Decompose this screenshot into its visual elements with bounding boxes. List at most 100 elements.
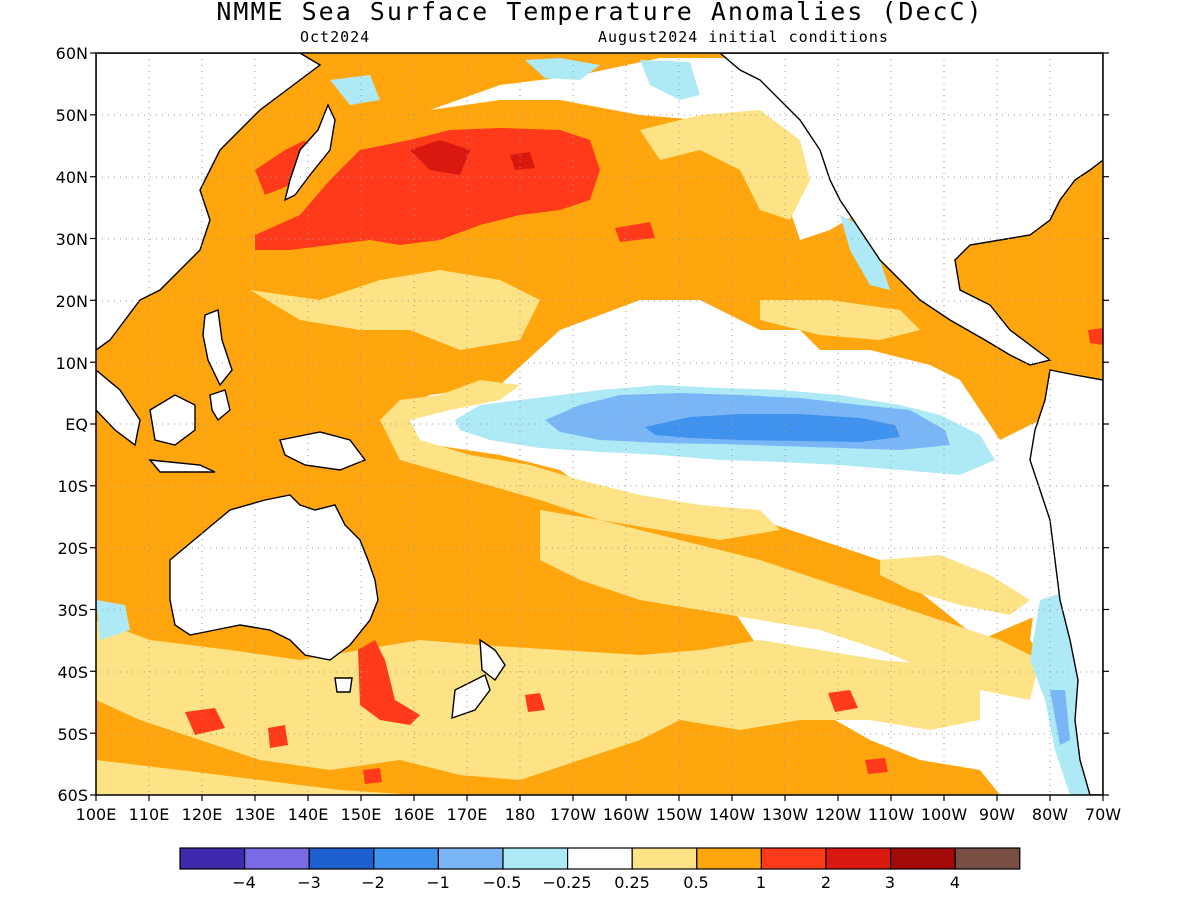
colorbar-swatch bbox=[179, 847, 246, 870]
strong-warm-caribbean bbox=[1088, 328, 1103, 345]
lon-label: 130E bbox=[235, 805, 276, 824]
cold-patch-chile-strong bbox=[1050, 690, 1070, 745]
lat-label: EQ bbox=[65, 415, 88, 434]
lon-label: 160W bbox=[603, 805, 650, 824]
colorbar-tick-label: 2 bbox=[821, 873, 831, 892]
colorbar-swatch bbox=[889, 847, 956, 870]
lat-label: 40N bbox=[56, 168, 88, 187]
lat-label: 50N bbox=[56, 106, 88, 125]
lat-label: 20N bbox=[56, 292, 88, 311]
anomaly-map bbox=[96, 53, 1103, 795]
borneo-island bbox=[149, 394, 196, 446]
weak-warm-patch-southeast-pacific bbox=[880, 555, 1030, 615]
lon-label: 70W bbox=[1085, 805, 1121, 824]
colorbar-swatch bbox=[566, 847, 633, 870]
colorbar-tick-label: −1 bbox=[426, 873, 450, 892]
map-grid bbox=[96, 53, 1103, 795]
weak-warm-band-southeast bbox=[540, 510, 1040, 700]
colorbar-swatch bbox=[696, 847, 762, 870]
lat-label: 10N bbox=[56, 354, 88, 373]
strong-warm-tasman bbox=[358, 640, 420, 725]
lon-label: 100W bbox=[921, 805, 968, 824]
cold-patch-japan bbox=[330, 75, 380, 105]
lat-label: 50S bbox=[57, 725, 88, 744]
initial-conditions-label: August2024 initial conditions bbox=[598, 28, 889, 46]
cold-patch-alaska bbox=[640, 60, 700, 100]
lat-label: 30S bbox=[57, 601, 88, 620]
tasmania-island bbox=[334, 677, 353, 693]
lon-label: 110W bbox=[868, 805, 915, 824]
colorbar-labels: −4 −3 −2 −1 −0.5 −0.25 0.25 0.5 1 2 3 4 bbox=[232, 873, 960, 892]
new-guinea-island bbox=[279, 431, 367, 471]
colorbar-tick-label: −4 bbox=[232, 873, 256, 892]
neutral-region-east-pacific bbox=[395, 300, 1103, 640]
colorbar-tick-label: −0.25 bbox=[542, 873, 591, 892]
colorbar-swatch bbox=[760, 847, 827, 870]
weak-warm-band-equator bbox=[380, 380, 780, 540]
new-zealand-north-island bbox=[479, 638, 506, 682]
cold-patch-southwest bbox=[96, 600, 130, 640]
philippines-island bbox=[202, 309, 233, 387]
colorbar-tick-label: 3 bbox=[885, 873, 895, 892]
latitude-labels: 60N 50N 40N 30N 20N 10N EQ 10S 20S 30S 4… bbox=[56, 44, 88, 805]
strong-warm-kuroshio-core bbox=[410, 140, 470, 175]
colorbar-tick-label: −0.5 bbox=[483, 873, 522, 892]
lon-label: 140E bbox=[288, 805, 329, 824]
weak-warm-band-far-south bbox=[96, 760, 420, 795]
lon-label: 120E bbox=[182, 805, 223, 824]
target-month-label: Oct2024 bbox=[300, 28, 371, 46]
strong-warm-patch-1 bbox=[185, 708, 225, 735]
lon-label: 90W bbox=[979, 805, 1015, 824]
axis-ticks bbox=[90, 52, 1109, 801]
south-america-landmass bbox=[1029, 369, 1103, 795]
lon-label: 120W bbox=[815, 805, 862, 824]
lon-label: 130W bbox=[762, 805, 809, 824]
colorbar-tick-label: 1 bbox=[756, 873, 766, 892]
new-zealand-south-island bbox=[451, 674, 491, 720]
lon-label: 170E bbox=[447, 805, 488, 824]
sulawesi-island bbox=[209, 389, 231, 422]
strong-warm-patch-4 bbox=[525, 693, 545, 712]
lon-label: 180 bbox=[505, 805, 536, 824]
longitude-labels: 100E 110E 120E 130E 140E 150E 160E 170E … bbox=[76, 805, 1122, 824]
japan-island bbox=[283, 103, 336, 202]
australia-landmass bbox=[169, 494, 379, 661]
asia-landmass bbox=[96, 53, 322, 351]
colorbar-tick-label: 0.5 bbox=[683, 873, 708, 892]
cold-anomaly-strong bbox=[645, 414, 900, 442]
lon-label: 150W bbox=[656, 805, 703, 824]
strong-warm-patch-5 bbox=[615, 222, 655, 242]
colorbar bbox=[179, 847, 1021, 870]
coastlines bbox=[96, 53, 1103, 795]
strong-warm-patch-2 bbox=[268, 725, 288, 748]
strong-warm-patch-3 bbox=[828, 690, 858, 712]
lat-label: 30N bbox=[56, 230, 88, 249]
colorbar-swatch bbox=[825, 847, 892, 870]
colorbar-swatch bbox=[502, 847, 569, 870]
strong-warm-patch-6 bbox=[865, 758, 888, 774]
colorbar-swatch bbox=[437, 847, 504, 870]
java-island bbox=[148, 459, 216, 473]
colorbar-tick-label: 0.25 bbox=[614, 873, 650, 892]
strong-warm-sea-of-japan bbox=[255, 140, 310, 195]
weak-warm-band-north-pacific bbox=[640, 110, 810, 220]
strong-warm-patch-7 bbox=[363, 768, 382, 784]
lon-label: 150E bbox=[341, 805, 382, 824]
north-america-landmass bbox=[718, 53, 1103, 366]
strong-warm-kuroshio-core-2 bbox=[510, 152, 535, 170]
lon-label: 140W bbox=[709, 805, 756, 824]
lon-label: 110E bbox=[129, 805, 170, 824]
lat-label: 60N bbox=[56, 44, 88, 63]
sumatra-island bbox=[96, 369, 141, 447]
colorbar-tick-label: −3 bbox=[297, 873, 321, 892]
colorbar-swatch bbox=[631, 847, 698, 870]
cold-patch-north bbox=[525, 58, 600, 80]
colorbar-tick-label: 4 bbox=[950, 873, 960, 892]
lat-label: 10S bbox=[57, 477, 88, 496]
lat-label: 60S bbox=[57, 786, 88, 805]
lat-label: 20S bbox=[57, 539, 88, 558]
lon-label: 100E bbox=[76, 805, 117, 824]
lat-label: 40S bbox=[57, 663, 88, 682]
colorbar-swatch bbox=[373, 847, 439, 870]
lon-label: 160E bbox=[394, 805, 435, 824]
